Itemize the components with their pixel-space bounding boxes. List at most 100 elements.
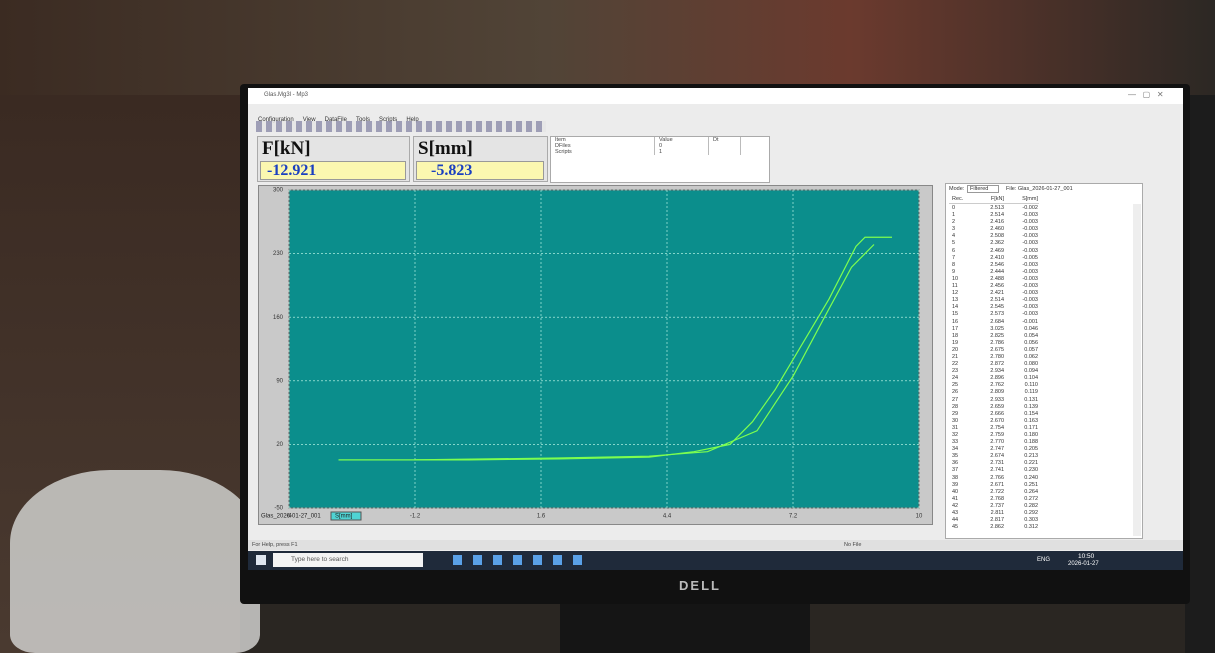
clock-date[interactable]: 2026-01-27: [1068, 561, 1099, 567]
taskbar-apps[interactable]: [453, 555, 593, 565]
status-bar: For Help, press F1 No File: [248, 540, 1183, 550]
table-cell: 2.862: [974, 524, 1004, 531]
table-cell: -0.003: [1004, 262, 1038, 269]
table-cell: 2.488: [974, 276, 1004, 283]
table-cell: 2.659: [974, 404, 1004, 411]
y-tick-label: 20: [276, 442, 283, 448]
table-row: 382.7660.240: [949, 475, 1129, 482]
table-cell: 17: [949, 326, 974, 333]
screen: Glas.Mg3l - Mp3 — ▢ ✕ ConfigurationViewD…: [248, 88, 1183, 570]
table-cell: 27: [949, 397, 974, 404]
table-cell: 44: [949, 517, 974, 524]
title-bar: Glas.Mg3l - Mp3 — ▢ ✕: [248, 88, 1183, 104]
table-cell: 32: [949, 432, 974, 439]
table-cell: 0.205: [1004, 446, 1038, 453]
clock-time[interactable]: 10:50: [1078, 553, 1094, 560]
table-cell: 31: [949, 425, 974, 432]
table-cell: -0.003: [1004, 212, 1038, 219]
table-cell: 2.444: [974, 269, 1004, 276]
table-cell: 2.362: [974, 240, 1004, 247]
table-row: 142.545-0.003: [949, 304, 1129, 311]
table-cell: -0.003: [1004, 304, 1038, 311]
table-row: 132.514-0.003: [949, 297, 1129, 304]
y-tick-label: 300: [273, 188, 284, 194]
toolbar[interactable]: [256, 121, 546, 132]
table-cell: 15: [949, 311, 974, 318]
table-cell: 2.469: [974, 248, 1004, 255]
table-cell: -0.003: [1004, 269, 1038, 276]
table-cell: -0.003: [1004, 290, 1038, 297]
table-cell: 0: [949, 205, 974, 212]
column-header: F[kN]: [974, 196, 1004, 203]
table-cell: 0.046: [1004, 326, 1038, 333]
display-value: -12.921: [260, 161, 406, 180]
table-cell: -0.003: [1004, 311, 1038, 318]
table-cell: 13: [949, 297, 974, 304]
table-cell: 0.251: [1004, 482, 1038, 489]
chart-panel: -502090160230300-4-1.21.64.47.210Glas_20…: [258, 185, 933, 525]
table-cell: 4: [949, 233, 974, 240]
table-cell: 14: [949, 304, 974, 311]
table-cell: -0.003: [1004, 297, 1038, 304]
table-row: 452.8620.312: [949, 524, 1129, 531]
table-cell: 2.513: [974, 205, 1004, 212]
info-cell: Scripts: [551, 149, 655, 155]
table-cell: 2.768: [974, 496, 1004, 503]
scrollbar[interactable]: [1133, 204, 1141, 536]
table-cell: 20: [949, 347, 974, 354]
display-panel: S[mm] -5.823: [413, 136, 548, 182]
window-controls[interactable]: — ▢ ✕: [1128, 90, 1164, 99]
display-panel: F[kN] -12.921: [257, 136, 410, 182]
table-cell: 2.747: [974, 446, 1004, 453]
mode-select[interactable]: Filtered: [967, 185, 999, 193]
table-cell: 36: [949, 460, 974, 467]
table-cell: 2.809: [974, 389, 1004, 396]
table-cell: 0.056: [1004, 340, 1038, 347]
table-cell: 0.282: [1004, 503, 1038, 510]
table-cell: -0.002: [1004, 205, 1038, 212]
table-row: 112.456-0.003: [949, 283, 1129, 290]
table-cell: 2.421: [974, 290, 1004, 297]
table-cell: 2.737: [974, 503, 1004, 510]
table-cell: 3: [949, 226, 974, 233]
table-cell: 0.230: [1004, 467, 1038, 474]
table-cell: 2.675: [974, 347, 1004, 354]
bucket: [10, 470, 260, 653]
table-cell: -0.003: [1004, 226, 1038, 233]
table-cell: 29: [949, 411, 974, 418]
table-row: 02.513-0.002: [949, 205, 1129, 212]
table-cell: 21: [949, 354, 974, 361]
table-row: 332.7700.188: [949, 439, 1129, 446]
table-cell: 22: [949, 361, 974, 368]
table-cell: 2.508: [974, 233, 1004, 240]
x-tick-label: 1.6: [537, 514, 546, 520]
table-cell: 24: [949, 375, 974, 382]
table-cell: 11: [949, 283, 974, 290]
start-button[interactable]: [256, 555, 266, 565]
language[interactable]: ENG: [1037, 557, 1050, 563]
table-row: 432.8110.292: [949, 510, 1129, 517]
table-cell: 45: [949, 524, 974, 531]
table-cell: 2: [949, 219, 974, 226]
table-cell: 35: [949, 453, 974, 460]
table-cell: 7: [949, 255, 974, 262]
table-row: 232.9340.094: [949, 368, 1129, 375]
table-cell: 10: [949, 276, 974, 283]
table-cell: 25: [949, 382, 974, 389]
table-row: 202.6750.057: [949, 347, 1129, 354]
search-box[interactable]: Type here to search: [273, 553, 423, 567]
table-cell: 0.303: [1004, 517, 1038, 524]
table-cell: 2.741: [974, 467, 1004, 474]
file-label: Glas_2026-01-27_001: [261, 514, 321, 520]
column-header: S[mm]: [1004, 196, 1038, 203]
y-tick-label: 160: [273, 315, 284, 321]
table-row: 82.546-0.003: [949, 262, 1129, 269]
table-cell: 2.671: [974, 482, 1004, 489]
info-cell: 1: [655, 149, 709, 155]
table-row: 182.8250.054: [949, 333, 1129, 340]
